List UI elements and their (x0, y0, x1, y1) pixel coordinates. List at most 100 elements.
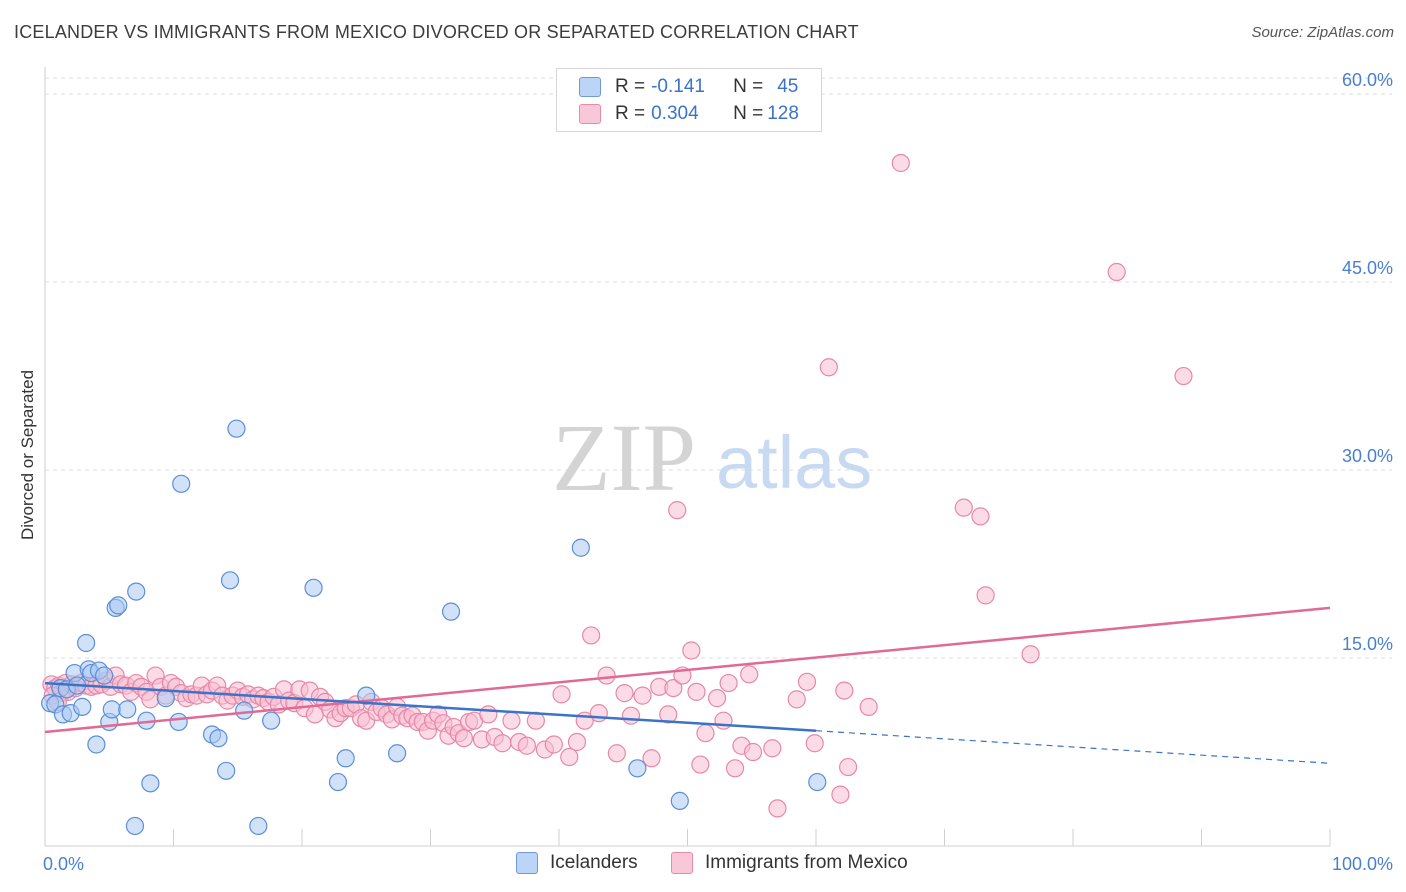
data-point-immigrants-from-mexico (544, 735, 563, 754)
data-point-immigrants-from-mexico (597, 666, 616, 685)
data-point-icelanders (118, 700, 137, 719)
data-point-icelanders (95, 666, 114, 685)
y-tick-label: 15.0% (1342, 634, 1393, 654)
watermark-atlas: atlas (716, 421, 872, 504)
y-tick-label: 30.0% (1342, 446, 1393, 466)
correlation-legend: R = -0.141 N = 45 R = 0.304 N = 128 (556, 68, 822, 132)
legend-n-value: 128 (767, 103, 799, 124)
data-point-immigrants-from-mexico (740, 665, 759, 684)
data-point-immigrants-from-mexico (768, 799, 787, 818)
legend-row-immigrants: R = 0.304 N = 128 (579, 101, 799, 127)
data-point-icelanders (109, 596, 128, 615)
data-point-immigrants-from-mexico (493, 734, 512, 753)
legend-r-value: -0.141 (651, 76, 705, 97)
legend-n-label: N = (733, 103, 764, 124)
data-point-immigrants-from-mexico (582, 626, 601, 645)
x-tick-label-right: 100.0% (1332, 854, 1393, 874)
data-point-immigrants-from-mexico (696, 724, 715, 743)
trend-line-icelanders-extension (815, 730, 1331, 764)
data-point-immigrants-from-mexico (831, 785, 850, 804)
data-point-immigrants-from-mexico (517, 736, 536, 755)
x-tick-label-left: 0.0% (43, 854, 84, 874)
data-point-icelanders (441, 602, 461, 621)
data-point-immigrants-from-mexico (691, 755, 710, 774)
legend-n-label: N = (733, 76, 764, 97)
data-point-immigrants-from-mexico (502, 711, 521, 730)
data-point-icelanders (156, 689, 175, 708)
data-point-immigrants-from-mexico (1174, 366, 1193, 386)
legend-n-value: 45 (777, 76, 799, 97)
data-point-icelanders (77, 633, 96, 653)
tick-labels: 15.0% 30.0% 45.0% 60.0% 0.0% 100.0% (43, 70, 1393, 874)
data-point-immigrants-from-mexico (615, 684, 634, 703)
data-point-immigrants-from-mexico (633, 686, 652, 705)
data-point-immigrants-from-mexico (954, 498, 973, 517)
legend-r-label: R = (615, 103, 646, 124)
data-point-icelanders (387, 744, 407, 763)
data-point-immigrants-from-mexico (971, 507, 990, 526)
data-point-immigrants-from-mexico (479, 705, 498, 724)
data-point-icelanders (235, 701, 254, 720)
y-tick-label: 60.0% (1342, 70, 1393, 90)
data-point-icelanders (169, 712, 188, 732)
data-point-immigrants-from-mexico (797, 672, 817, 691)
data-point-immigrants-from-mexico (589, 704, 608, 723)
data-point-immigrants-from-mexico (682, 641, 701, 660)
data-point-immigrants-from-mexico (976, 586, 995, 605)
data-point-immigrants-from-mexico (839, 757, 858, 777)
series-legend: Icelanders Immigrants from Mexico (0, 852, 1406, 878)
data-point-icelanders (227, 419, 246, 438)
legend-r-value: 0.304 (651, 103, 699, 124)
data-point-immigrants-from-mexico (1107, 262, 1126, 282)
source-label: Source: ZipAtlas.com (1251, 24, 1394, 41)
data-point-immigrants-from-mexico (835, 681, 854, 700)
data-point-immigrants-from-mexico (607, 744, 626, 763)
data-point-immigrants-from-mexico (668, 501, 687, 520)
legend-swatch-blue (579, 77, 601, 97)
data-point-icelanders (220, 571, 240, 590)
data-point-icelanders (670, 791, 689, 810)
data-point-icelanders (808, 772, 827, 792)
data-point-icelanders (125, 816, 145, 836)
trend-lines (44, 606, 1331, 764)
legend-swatch-pink (671, 852, 693, 874)
data-point-immigrants-from-mexico (659, 705, 678, 724)
legend-item-icelanders[interactable]: Icelanders (516, 852, 638, 874)
axes (44, 67, 1331, 847)
data-point-icelanders (262, 711, 281, 730)
watermark-zip: ZIP (552, 404, 696, 511)
data-point-immigrants-from-mexico (687, 682, 706, 701)
data-point-immigrants-from-mexico (805, 734, 824, 753)
watermark: ZIP atlas (552, 404, 872, 511)
data-point-immigrants-from-mexico (567, 732, 587, 752)
y-tick-label: 45.0% (1342, 258, 1393, 278)
data-point-immigrants-from-mexico (642, 749, 661, 768)
data-point-immigrants-from-mexico (621, 706, 641, 725)
data-point-icelanders (87, 735, 106, 754)
data-point-immigrants-from-mexico (1021, 645, 1040, 664)
data-point-immigrants-from-mexico (763, 739, 782, 758)
series-icelanders (41, 419, 827, 836)
chart-title: ICELANDER VS IMMIGRANTS FROM MEXICO DIVO… (14, 22, 859, 42)
grid-lines (45, 77, 1392, 659)
data-point-immigrants-from-mexico (787, 690, 806, 709)
data-point-immigrants-from-mexico (719, 673, 738, 693)
data-point-icelanders (141, 774, 160, 793)
data-point-icelanders (172, 474, 191, 493)
data-point-icelanders (217, 761, 236, 780)
data-point-immigrants-from-mexico (891, 153, 910, 173)
trend-line-immigrants-from-mexico (44, 606, 1331, 734)
data-point-immigrants-from-mexico (560, 747, 579, 767)
data-point-icelanders (328, 772, 348, 792)
data-point-icelanders (73, 697, 92, 716)
data-point-icelanders (336, 749, 355, 768)
trend-line-icelanders (44, 681, 817, 732)
data-point-icelanders (628, 759, 647, 778)
legend-item-immigrants[interactable]: Immigrants from Mexico (671, 852, 908, 874)
data-point-immigrants-from-mexico (454, 729, 474, 748)
legend-label-immigrants: Immigrants from Mexico (705, 852, 908, 873)
data-point-immigrants-from-mexico (725, 759, 745, 778)
data-point-icelanders (102, 700, 121, 719)
data-point-immigrants-from-mexico (707, 689, 727, 708)
